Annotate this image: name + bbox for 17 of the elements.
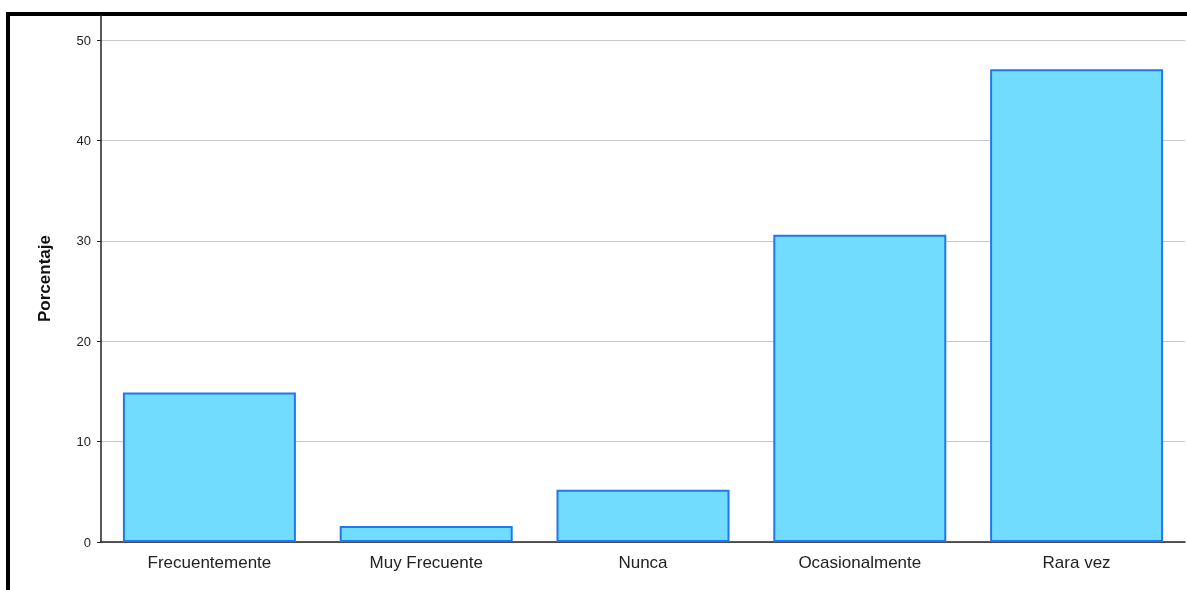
y-tick-label: 30: [76, 233, 91, 249]
y-axis-title: Porcentaje: [35, 235, 54, 322]
y-tick-label: 40: [76, 132, 91, 148]
bar: [339, 525, 513, 542]
bar: [556, 489, 730, 542]
x-tick-label: Muy Frecuente: [369, 553, 483, 572]
y-tick-label: 0: [83, 534, 91, 550]
y-tick-label: 10: [76, 434, 91, 450]
bar: [773, 234, 947, 542]
y-tick-label: 50: [76, 32, 91, 48]
bar: [990, 69, 1164, 542]
y-tick-label: 20: [76, 333, 91, 349]
bar: [122, 392, 296, 542]
x-tick-label: Nunca: [618, 553, 669, 572]
x-tick-label: Frecuentemente: [147, 553, 272, 572]
x-tick-label: Ocasionalmente: [798, 553, 922, 572]
x-tick-label: Rara vez: [1042, 553, 1111, 572]
